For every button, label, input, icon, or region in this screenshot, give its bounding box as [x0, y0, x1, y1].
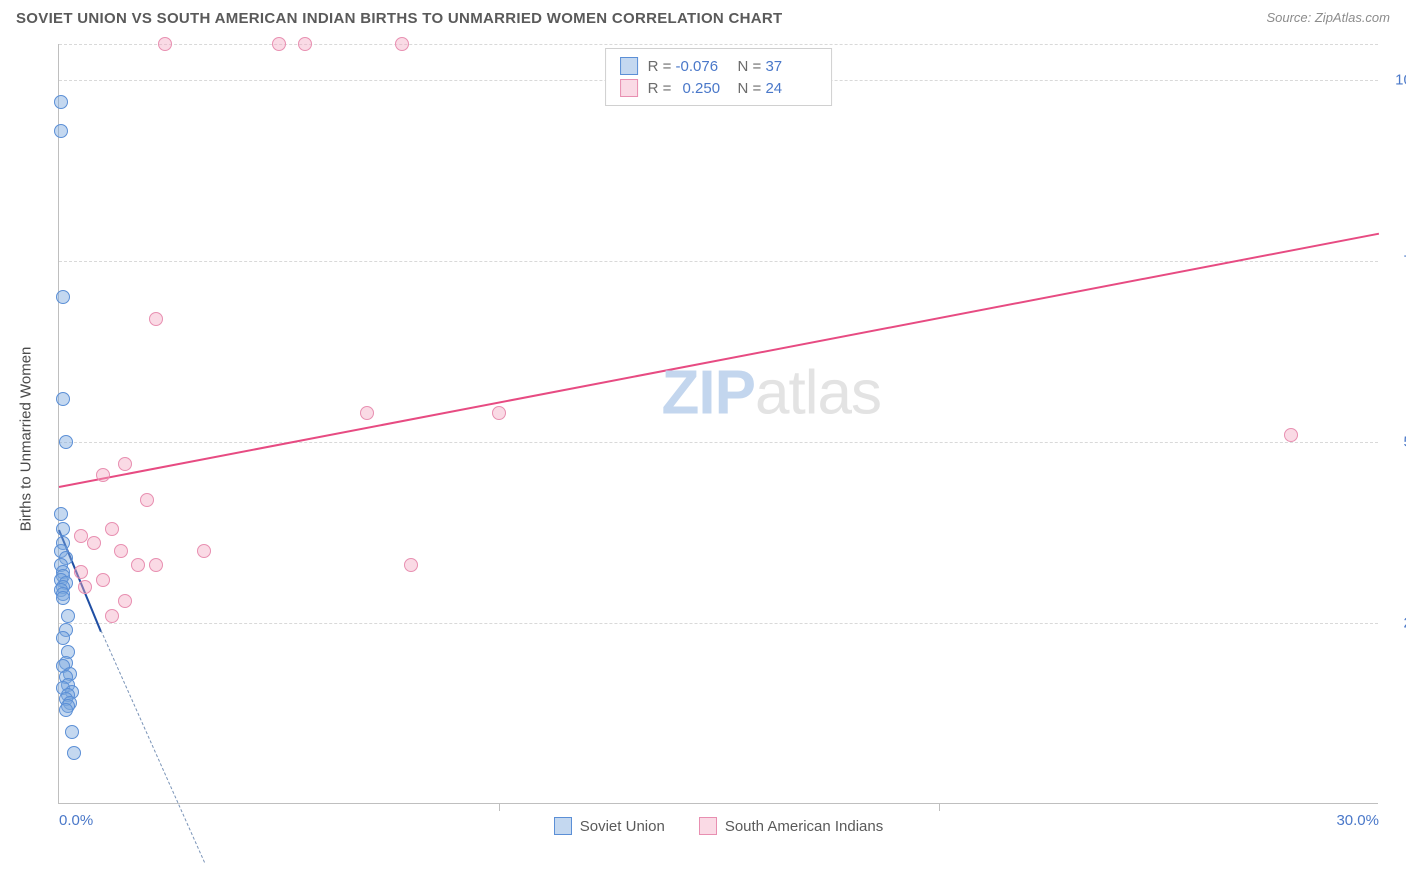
legend-swatch-soviet-icon — [554, 817, 572, 835]
data-point — [61, 609, 75, 623]
source-attribution: Source: ZipAtlas.com — [1266, 10, 1390, 25]
y-axis-label: Births to Unmarried Women — [18, 347, 35, 532]
data-point — [56, 392, 70, 406]
legend-stats-row-soviet: R = -0.076 N = 37 — [620, 55, 818, 77]
data-point — [54, 507, 68, 521]
data-point — [105, 522, 119, 536]
plot-area: ZIPatlas R = -0.076 N = 37 R = 0.250 — [58, 44, 1378, 804]
legend-series: Soviet Union South American Indians — [59, 817, 1378, 835]
x-tick — [939, 803, 940, 811]
x-tick — [499, 803, 500, 811]
y-tick-label: 100.0% — [1395, 72, 1406, 89]
data-point — [59, 703, 73, 717]
watermark: ZIPatlas — [662, 358, 881, 429]
x-tick-label: 0.0% — [59, 812, 93, 829]
data-point — [56, 591, 70, 605]
data-point — [395, 37, 409, 51]
data-point — [56, 631, 70, 645]
data-point — [131, 558, 145, 572]
data-point — [140, 493, 154, 507]
chart-title: SOVIET UNION VS SOUTH AMERICAN INDIAN BI… — [16, 10, 783, 27]
data-point — [96, 468, 110, 482]
data-point — [404, 558, 418, 572]
data-point — [74, 565, 88, 579]
legend-stats-row-sai: R = 0.250 N = 24 — [620, 77, 818, 99]
data-point — [78, 580, 92, 594]
x-tick-label: 30.0% — [1336, 812, 1379, 829]
data-point — [56, 290, 70, 304]
data-point — [74, 529, 88, 543]
data-point — [67, 746, 81, 760]
data-point — [118, 457, 132, 471]
data-point — [149, 558, 163, 572]
legend-swatch-sai-icon — [699, 817, 717, 835]
data-point — [1284, 428, 1298, 442]
gridline-h — [59, 442, 1378, 443]
data-point — [56, 522, 70, 536]
legend-swatch-soviet — [620, 57, 638, 75]
gridline-h — [59, 261, 1378, 262]
chart-container: Births to Unmarried Women ZIPatlas R = -… — [40, 44, 1390, 834]
data-point — [87, 536, 101, 550]
legend-stats-box: R = -0.076 N = 37 R = 0.250 N = 24 — [605, 48, 833, 106]
data-point — [65, 725, 79, 739]
legend-item-soviet: Soviet Union — [554, 817, 665, 835]
legend-item-sai: South American Indians — [699, 817, 883, 835]
data-point — [54, 124, 68, 138]
data-point — [197, 544, 211, 558]
data-point — [492, 406, 506, 420]
data-point — [59, 435, 73, 449]
data-point — [360, 406, 374, 420]
gridline-h — [59, 623, 1378, 624]
legend-swatch-sai — [620, 79, 638, 97]
data-point — [298, 37, 312, 51]
data-point — [118, 594, 132, 608]
data-point — [105, 609, 119, 623]
data-point — [272, 37, 286, 51]
header-bar: SOVIET UNION VS SOUTH AMERICAN INDIAN BI… — [0, 0, 1406, 33]
data-point — [96, 573, 110, 587]
trend-line — [59, 232, 1379, 487]
data-point — [149, 312, 163, 326]
gridline-h — [59, 44, 1378, 45]
data-point — [54, 95, 68, 109]
data-point — [114, 544, 128, 558]
data-point — [158, 37, 172, 51]
